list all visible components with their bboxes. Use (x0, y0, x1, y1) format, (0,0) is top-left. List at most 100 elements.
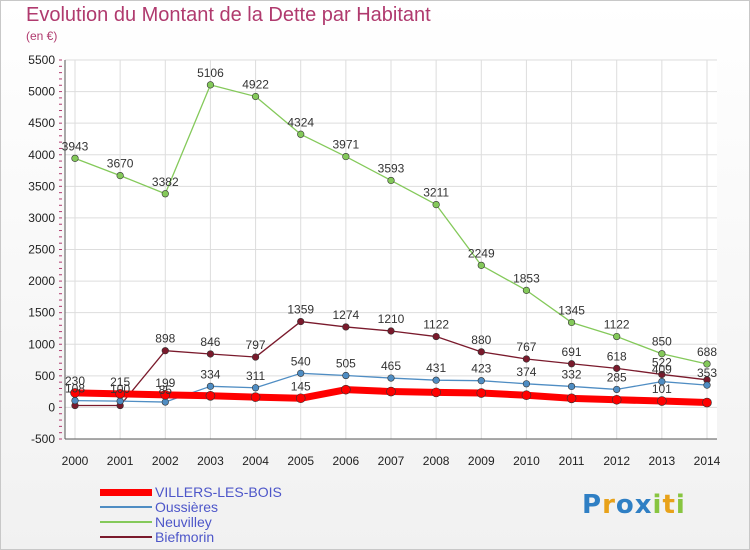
data-label: 691 (562, 345, 582, 359)
data-label: 846 (200, 335, 220, 349)
y-tick-label: 2000 (28, 274, 55, 288)
logo-letter: t (662, 490, 676, 520)
data-point (567, 382, 576, 391)
data-point (161, 347, 169, 355)
y-tick-label: 5500 (28, 53, 55, 67)
data-point (342, 323, 350, 331)
data-label: 688 (697, 345, 717, 359)
data-label: 353 (697, 366, 717, 380)
y-tick-label: 1000 (28, 337, 55, 351)
data-label: 1345 (558, 303, 585, 317)
data-label: 215 (110, 375, 130, 389)
data-point (658, 350, 666, 358)
data-point (161, 398, 169, 406)
legend-swatch (100, 506, 152, 508)
data-label: 505 (336, 357, 356, 371)
data-point (387, 374, 395, 382)
y-tick-label: 3500 (28, 179, 55, 193)
data-point (250, 392, 261, 402)
data-point (387, 327, 395, 335)
x-tick-label: 2001 (107, 454, 134, 468)
data-point (658, 370, 666, 379)
data-point (522, 380, 531, 388)
legend-label: Neuvilley (155, 514, 212, 530)
y-tick-label: 4500 (28, 116, 55, 130)
data-point (341, 384, 351, 395)
data-point (658, 377, 666, 386)
data-point (206, 382, 215, 390)
data-point (115, 389, 125, 399)
data-label: 4324 (287, 115, 314, 129)
data-point (566, 393, 577, 404)
data-point (477, 261, 485, 269)
data-point (70, 388, 80, 398)
data-point (71, 154, 79, 162)
data-point (521, 390, 532, 401)
y-tick-label: 1500 (28, 306, 55, 320)
legend-label: Biefmorin (155, 529, 215, 545)
data-label: 797 (246, 338, 266, 352)
legend-item: Oussières (100, 500, 360, 515)
legend-label: Oussières (155, 499, 219, 515)
data-label: 85 (159, 383, 173, 397)
logo-letter: r (602, 490, 616, 520)
legend-label: VILLERS-LES-BOIS (155, 484, 282, 500)
data-label: 285 (607, 370, 627, 384)
data-label: 880 (471, 333, 491, 347)
data-label: 850 (652, 335, 672, 349)
x-tick-label: 2008 (423, 454, 450, 468)
logo-letter: o (615, 490, 635, 520)
x-tick-label: 2006 (333, 454, 360, 468)
data-point (297, 317, 305, 326)
data-point (522, 355, 531, 363)
x-tick-label: 2003 (197, 454, 224, 468)
data-label: 230 (65, 374, 85, 388)
data-point (431, 387, 441, 398)
x-tick-label: 2005 (287, 454, 314, 468)
logo-letter: i (652, 490, 663, 520)
data-label: 3670 (107, 157, 134, 171)
data-point (567, 318, 576, 327)
data-label: 465 (381, 359, 401, 373)
data-point (251, 384, 260, 392)
data-label: 540 (291, 354, 311, 368)
data-label: 374 (516, 365, 536, 379)
data-point (611, 394, 622, 405)
data-label: 1359 (287, 303, 314, 317)
data-label: 334 (200, 367, 220, 381)
legend: VILLERS-LES-BOIS Oussières Neuvilley Biefmo… (100, 485, 360, 545)
x-tick-label: 2000 (62, 454, 89, 468)
x-tick-label: 2011 (559, 454, 585, 468)
legend-swatch (100, 536, 152, 538)
x-tick-label: 2012 (603, 454, 630, 468)
x-tick-label: 2013 (649, 454, 676, 468)
y-tick-label: 2500 (28, 243, 55, 257)
data-label: 101 (652, 382, 672, 396)
data-label: 332 (562, 367, 582, 381)
data-point (342, 152, 350, 161)
data-point (116, 171, 124, 180)
data-point (703, 381, 711, 389)
data-point (297, 130, 305, 138)
legend-item: VILLERS-LES-BOIS (100, 485, 360, 500)
x-tick-label: 2009 (468, 454, 495, 468)
legend-swatch (100, 521, 152, 523)
x-tick-label: 2007 (378, 454, 405, 468)
unit-label: (en €) (26, 29, 58, 43)
data-label: 108 (65, 382, 85, 396)
data-point (567, 360, 576, 368)
data-point (613, 332, 621, 341)
data-point (71, 396, 79, 405)
data-point (297, 369, 305, 377)
data-label: 311 (246, 369, 265, 383)
data-label: 767 (516, 340, 536, 354)
data-point (703, 360, 711, 368)
logo-letter: P (582, 490, 603, 520)
data-point (477, 377, 485, 385)
data-point (432, 332, 440, 341)
data-label: 409 (652, 363, 672, 377)
data-label: 1122 (604, 318, 630, 332)
legend-swatch (100, 488, 152, 496)
data-point (432, 376, 440, 384)
x-tick-label: 2004 (242, 454, 269, 468)
